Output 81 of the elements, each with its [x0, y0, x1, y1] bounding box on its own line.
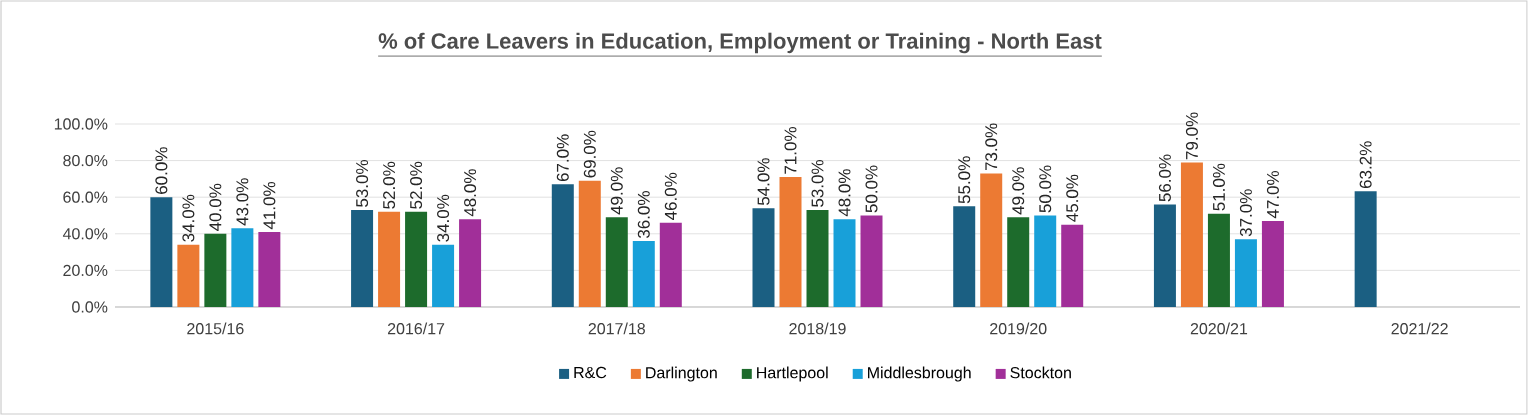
chart-title: % of Care Leavers in Education, Employment or Training - North East — [378, 32, 1102, 54]
legend-label: Darlington — [646, 366, 717, 382]
bar — [953, 206, 976, 307]
y-tick-label: 0.0% — [72, 301, 108, 313]
data-label: 52.0% — [410, 161, 423, 209]
data-label: 55.0% — [958, 156, 971, 204]
y-tick-label: 20.0% — [63, 264, 108, 277]
bar — [1061, 224, 1084, 307]
bar — [578, 180, 601, 307]
legend-label: Middlesbrough — [868, 366, 971, 382]
data-label: 53.0% — [811, 159, 824, 207]
data-label: 50.0% — [865, 165, 878, 213]
data-label: 50.0% — [1039, 165, 1052, 213]
x-tick-label: 2015/16 — [187, 322, 244, 335]
bar — [459, 219, 482, 307]
data-label: 54.0% — [757, 158, 770, 206]
bar — [860, 215, 883, 307]
bar — [1007, 217, 1030, 307]
data-label: 37.0% — [1239, 189, 1252, 237]
bar — [432, 244, 455, 307]
data-label: 73.0% — [985, 123, 998, 171]
bar — [204, 233, 227, 307]
x-tick-label: 2019/20 — [990, 322, 1047, 335]
data-label: 52.0% — [383, 161, 396, 209]
bar — [150, 197, 173, 307]
bar — [551, 184, 574, 307]
data-label: 79.0% — [1185, 112, 1198, 160]
bar — [1234, 239, 1257, 307]
legend-label: R&C — [574, 366, 607, 379]
x-tick-label: 2016/17 — [387, 322, 445, 335]
bar — [258, 231, 281, 307]
x-tick-label: 2021/22 — [1391, 322, 1448, 335]
data-label: 56.0% — [1158, 154, 1171, 202]
data-label: 69.0% — [583, 130, 596, 178]
data-label: 45.0% — [1066, 174, 1079, 222]
data-label: 48.0% — [464, 169, 477, 217]
x-tick-label: 2018/19 — [789, 322, 846, 335]
bar — [351, 209, 374, 307]
bar — [177, 244, 200, 307]
bar — [659, 222, 682, 307]
bar — [1153, 204, 1176, 307]
data-label: 71.0% — [784, 127, 797, 174]
bar — [806, 209, 829, 307]
bar — [632, 241, 655, 307]
data-label: 46.0% — [664, 172, 677, 221]
data-label: 41.0% — [263, 181, 276, 230]
bar — [1261, 220, 1284, 307]
data-label: 47.0% — [1266, 170, 1279, 219]
bar — [1180, 162, 1203, 307]
y-tick-label: 80.0% — [63, 154, 108, 167]
data-label: 53.0% — [356, 159, 369, 207]
y-tick-label: 40.0% — [62, 228, 108, 240]
y-tick-label: 60.0% — [63, 191, 108, 203]
bar — [752, 208, 775, 307]
bar — [980, 173, 1003, 307]
data-label: 34.0% — [437, 194, 450, 242]
bar — [1034, 215, 1057, 307]
bar — [779, 177, 802, 307]
bar — [378, 211, 401, 307]
data-label: 49.0% — [610, 167, 623, 215]
data-label: 67.0% — [556, 134, 569, 182]
data-label: 43.0% — [236, 178, 249, 226]
x-tick-label: 2017/18 — [588, 322, 645, 335]
data-label: 48.0% — [838, 169, 851, 217]
bar — [833, 219, 856, 307]
data-label: 36.0% — [637, 191, 650, 239]
bar — [405, 211, 428, 307]
bar — [605, 217, 628, 307]
data-label: 49.0% — [1012, 167, 1025, 215]
bar — [1207, 213, 1230, 307]
data-label: 51.0% — [1212, 163, 1225, 211]
bar — [1354, 191, 1377, 307]
data-label: 63.2% — [1359, 141, 1372, 189]
data-label: 34.0% — [182, 194, 195, 242]
legend-label: Stockton — [1010, 366, 1071, 379]
data-label: 60.0% — [155, 147, 168, 194]
y-tick-label: 100.0% — [54, 118, 108, 130]
data-label: 40.0% — [209, 183, 222, 232]
legend-label: Hartlepool — [757, 366, 828, 382]
x-tick-label: 2020/21 — [1190, 322, 1248, 335]
bar — [231, 228, 254, 307]
